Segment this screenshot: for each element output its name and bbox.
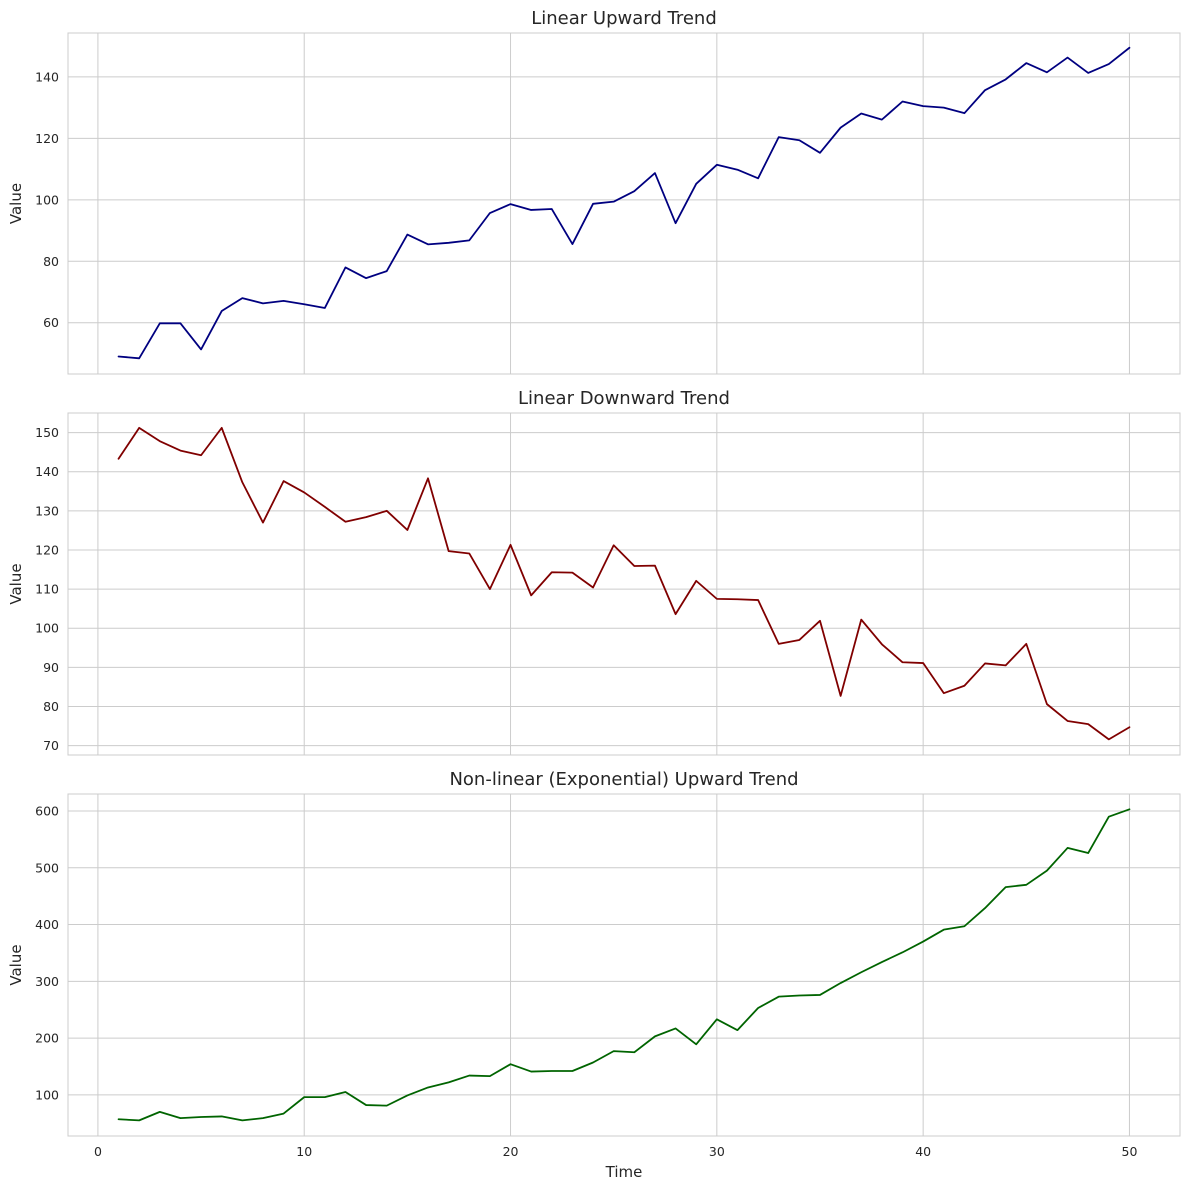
series-line [117, 46, 1131, 360]
y-tick-label: 80 [43, 699, 59, 714]
x-tick-label: 20 [503, 1144, 519, 1159]
y-tick-label: 130 [35, 503, 59, 518]
y-tick-label: 150 [35, 425, 59, 440]
y-tick-label: 110 [35, 582, 59, 597]
x-tick-label: 40 [915, 1144, 931, 1159]
y-tick-label: 140 [35, 464, 59, 479]
chart-title: Non-linear (Exponential) Upward Trend [449, 769, 798, 790]
chart-title: Linear Upward Trend [531, 8, 717, 29]
plot-frame [67, 793, 1181, 1137]
y-tick-label: 140 [35, 69, 59, 84]
plot-frame [67, 412, 1181, 756]
x-tick-label: 10 [296, 1144, 312, 1159]
chart-panel-1: 60 80 100 120 140 Linear Upward Trend Value [7, 8, 1181, 375]
plot-frame [67, 32, 1181, 375]
y-tick-label: 100 [35, 621, 59, 636]
x-tick-label: 0 [94, 1144, 102, 1159]
y-tick-label: 90 [43, 660, 59, 675]
y-axis-label: Value [7, 563, 25, 604]
y-tick-label: 100 [35, 192, 59, 207]
x-tick-label: 30 [709, 1144, 725, 1159]
series-line [117, 426, 1131, 741]
y-axis-label: Value [7, 944, 25, 985]
y-tick-label: 600 [35, 804, 59, 819]
y-tick-label: 100 [35, 1087, 59, 1102]
y-tick-label: 300 [35, 974, 59, 989]
series-line [117, 808, 1131, 1122]
y-tick-label: 120 [35, 542, 59, 557]
chart-panel-2: 70 80 90 100 110 120 130 140 150 Linear Downward … [7, 388, 1181, 756]
y-tick-label: 70 [43, 738, 59, 753]
y-tick-label: 500 [35, 860, 59, 875]
y-tick-label: 120 [35, 131, 59, 146]
y-tick-label: 400 [35, 917, 59, 932]
chart-title: Linear Downward Trend [518, 388, 730, 409]
y-axis-label: Value [7, 183, 25, 224]
y-tick-label: 200 [35, 1031, 59, 1046]
x-axis-label: Time [605, 1163, 643, 1181]
y-tick-label: 80 [43, 254, 59, 269]
y-tick-label: 60 [43, 315, 59, 330]
x-tick-label: 50 [1122, 1144, 1138, 1159]
chart-panel-3: 100 200 300 400 500 600 0 10 20 30 40 50 Non-linear … [7, 769, 1181, 1181]
